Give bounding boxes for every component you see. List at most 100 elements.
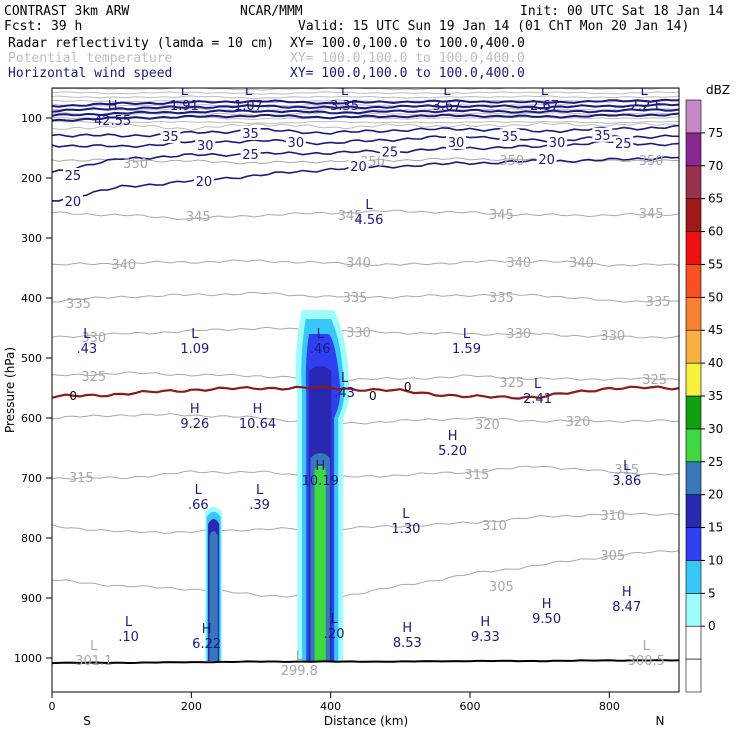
colorbar-unit: dBZ — [706, 83, 730, 97]
theta-contour-325 — [52, 371, 679, 381]
zero-wind-contour — [52, 385, 679, 400]
stratosphere-contour — [52, 95, 679, 100]
wind-label: 25 — [242, 148, 259, 163]
x-tick-label: 800 — [599, 700, 620, 713]
extremum-h-marker: H — [315, 459, 325, 474]
wind-label: 30 — [448, 136, 465, 151]
extremum-value: 1.07 — [234, 99, 263, 114]
colorbar-segment — [685, 494, 702, 528]
y-tick-label: 700 — [21, 472, 42, 485]
theta-label: 335 — [489, 291, 514, 306]
extremum-h-marker: H — [542, 597, 552, 612]
theta-label: 345 — [489, 208, 514, 223]
y-tick-label: 300 — [21, 232, 42, 245]
extremum-value: .46 — [310, 342, 331, 357]
ground-line — [52, 659, 679, 665]
theta-label: 340 — [111, 258, 136, 273]
wind-contour-upper — [52, 108, 679, 117]
wind-label-background — [160, 129, 181, 143]
extremum-l-marker: L — [541, 84, 549, 99]
extremum-value: .39 — [249, 498, 270, 513]
colorbar-segment — [685, 560, 702, 594]
extremum-l-marker: L — [181, 84, 189, 99]
wind-label: 35 — [242, 127, 259, 142]
colorbar-label: 65 — [708, 192, 723, 206]
extremum-l-marker: L — [341, 84, 349, 99]
colorbar-label: 0 — [708, 619, 716, 633]
colorbar-segment — [685, 527, 702, 561]
theta-label: 340 — [346, 256, 371, 271]
wind-label: 20 — [196, 175, 213, 190]
theta-label: 320 — [475, 418, 500, 433]
theta-label: 310 — [600, 509, 625, 524]
colorbar-segment — [685, 625, 702, 660]
extremum-h-marker: H — [190, 402, 200, 417]
theta-label: 350 — [639, 154, 664, 169]
theta-label: 330 — [81, 331, 106, 346]
extremum-value: 42.55 — [94, 114, 131, 129]
wind-label-background — [195, 138, 216, 152]
wind-label-background — [62, 168, 83, 182]
theta-label: 335 — [66, 297, 91, 312]
stratosphere-contour — [52, 91, 679, 95]
model-title: CONTRAST 3km ARW — [4, 4, 129, 19]
y-tick-label: 100 — [21, 112, 42, 125]
extremum-value: .10 — [118, 630, 139, 645]
extremum-l-marker: L — [463, 327, 471, 342]
colorbar-segment — [685, 428, 702, 463]
wind-label: 25 — [382, 146, 399, 161]
wind-label-background — [240, 147, 261, 161]
colorbar-segment — [685, 461, 702, 495]
colorbar-segment-bottom — [685, 658, 702, 693]
field-wind-name: Horizontal wind speed — [8, 66, 172, 81]
extremum-l-marker: L — [534, 377, 542, 392]
zero-line-label: 0 — [404, 380, 412, 394]
theta-label: 330 — [346, 326, 371, 341]
wind-label-background — [536, 151, 557, 166]
colorbar-segment — [685, 165, 702, 199]
extremum-l-marker: L — [191, 327, 199, 342]
wind-label-background — [285, 135, 306, 149]
extremum-h-marker: H — [202, 622, 212, 637]
field-wind-xy: XY= 100.0,100.0 to 100.0,400.0 — [290, 66, 525, 81]
wind-label-background — [547, 135, 568, 149]
extremum-l-marker: L — [402, 507, 410, 522]
wind-label-background — [446, 135, 467, 149]
theta-contour-340 — [52, 259, 679, 267]
extremum-value: .20 — [324, 627, 345, 642]
valid-time: Valid: 15 UTC Sun 19 Jan 14 (01 ChT Mon … — [298, 19, 689, 34]
field-theta-name: Potential temperature — [8, 51, 173, 66]
wind-label-background — [499, 129, 520, 143]
extremum-value: 1.30 — [391, 522, 420, 537]
extremum-value: 10.19 — [302, 474, 339, 489]
wind-contour-30 — [52, 134, 679, 149]
colorbar-label: 20 — [708, 488, 723, 502]
wind-label-background — [62, 193, 83, 208]
colorbar-label: 55 — [708, 257, 723, 271]
colorbar-segment — [685, 132, 702, 167]
extremum-l-marker: L — [365, 198, 373, 213]
wind-label-background — [379, 144, 400, 159]
wind-label: 30 — [288, 136, 305, 151]
y-tick-label: 900 — [21, 592, 42, 605]
extremum-h-marker: H — [448, 429, 458, 444]
theta-contour-330 — [52, 326, 679, 339]
wind-label-background — [592, 127, 613, 142]
theta-label: 320 — [566, 415, 591, 430]
field-reflectivity-name: Radar reflectivity (lamda = 10 cm) — [8, 36, 274, 51]
wind-label: 20 — [350, 160, 367, 175]
theta-contour-305 — [52, 550, 679, 599]
wind-label-background — [613, 136, 634, 151]
extremum-value: .43 — [76, 342, 97, 357]
extremum-value: 2.23 — [630, 99, 659, 114]
theta-label: 310 — [482, 519, 507, 534]
theta-label: 350 — [499, 154, 524, 169]
colorbar-segment — [685, 297, 702, 331]
y-tick-label: 800 — [21, 532, 42, 545]
colorbar-label: 35 — [708, 389, 723, 403]
extremum-h-marker: H — [402, 621, 412, 636]
wind-label: 35 — [162, 130, 179, 145]
theta-contour-335 — [52, 291, 679, 303]
forecast-hour: Fcst: 39 h — [4, 19, 82, 34]
cell-east-level-30 — [314, 465, 326, 661]
